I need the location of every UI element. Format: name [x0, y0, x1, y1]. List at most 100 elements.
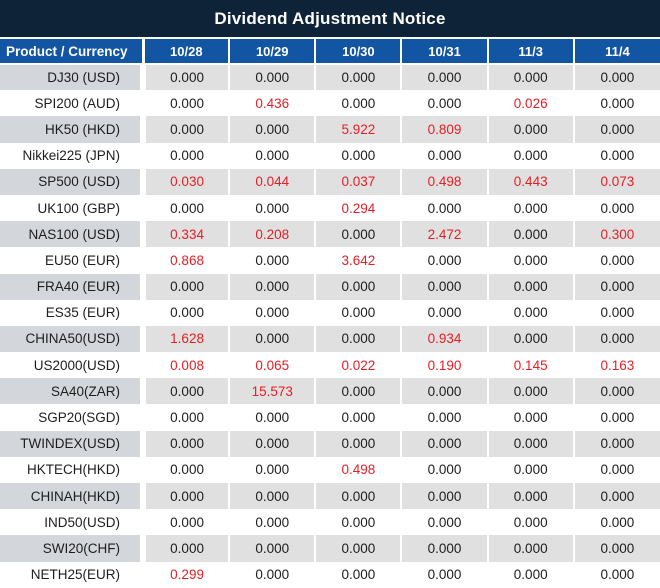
value-cell: 0.000: [573, 64, 660, 91]
value-cell: 0.294: [315, 194, 403, 222]
value-cell: 0.000: [487, 116, 575, 143]
value-cell: 0.000: [229, 247, 317, 274]
value-cell: 0.000: [143, 535, 231, 562]
value-cell: 0.000: [143, 509, 231, 536]
date-header: 10/29: [229, 37, 317, 65]
value-cell: 5.922: [315, 116, 403, 143]
value-cell: 0.000: [143, 378, 231, 405]
value-cell: 0.000: [401, 273, 489, 300]
value-cell: 0.000: [143, 142, 231, 169]
table-row: EU50 (EUR) 0.868 0.000 3.642 0.000 0.000 0.000: [0, 247, 660, 274]
value-cell: 0.000: [573, 325, 660, 353]
table-row: HK50 (HKD) 0.000 0.000 5.922 0.809 0.000 0.000: [0, 116, 660, 143]
value-cell: 0.000: [487, 430, 575, 457]
value-cell: 0.000: [229, 325, 317, 353]
value-cell: 0.000: [315, 325, 403, 353]
value-cell: 0.868: [143, 247, 231, 274]
product-cell: ES35 (EUR): [0, 299, 146, 326]
table-row: SWI20(CHF) 0.000 0.000 0.000 0.000 0.000 0.000: [0, 535, 660, 562]
product-cell: Nikkei225 (JPN): [0, 142, 146, 169]
table-row: CHINAH(HKD) 0.000 0.000 0.000 0.000 0.000 0.00…: [0, 483, 660, 510]
table-row: SP500 (USD) 0.030 0.044 0.037 0.498 0.443 0.07…: [0, 168, 660, 195]
value-cell: 0.000: [315, 64, 403, 91]
value-cell: 0.190: [401, 352, 489, 379]
value-cell: 0.300: [573, 221, 660, 248]
table-row: Nikkei225 (JPN) 0.000 0.000 0.000 0.000 0.000…: [0, 142, 660, 169]
value-cell: 0.000: [573, 273, 660, 300]
product-cell: NETH25(EUR): [0, 561, 146, 588]
value-cell: 0.000: [229, 116, 317, 143]
value-cell: 0.000: [573, 561, 660, 588]
value-cell: 0.000: [401, 247, 489, 274]
value-cell: 0.498: [401, 168, 489, 195]
value-cell: 0.000: [401, 194, 489, 222]
value-cell: 0.000: [315, 404, 403, 431]
product-cell: FRA40 (EUR): [0, 273, 146, 300]
value-cell: 0.000: [573, 378, 660, 405]
page-title: Dividend Adjustment Notice: [0, 0, 660, 37]
value-cell: 0.000: [573, 194, 660, 222]
product-cell: US2000(USD): [0, 352, 146, 379]
value-cell: 2.472: [401, 221, 489, 248]
value-cell: 1.628: [143, 325, 231, 353]
table-row: SPI200 (AUD) 0.000 0.436 0.000 0.000 0.026 0.0…: [0, 90, 660, 117]
table-row: TWINDEX(USD) 0.000 0.000 0.000 0.000 0.000 0.0…: [0, 430, 660, 457]
value-cell: 0.000: [487, 378, 575, 405]
value-cell: 0.000: [315, 430, 403, 457]
value-cell: 0.000: [229, 273, 317, 300]
table-row: SA40(ZAR) 0.000 15.573 0.000 0.000 0.000 0.000: [0, 378, 660, 405]
value-cell: 0.000: [573, 247, 660, 274]
table-row: IND50(USD) 0.000 0.000 0.000 0.000 0.000 0.000: [0, 509, 660, 536]
value-cell: 0.000: [487, 64, 575, 91]
value-cell: 0.000: [315, 299, 403, 326]
value-cell: 0.443: [487, 168, 575, 195]
value-cell: 0.000: [573, 430, 660, 457]
header-row: Product / Currency 10/28 10/29 10/30 10/31 1…: [0, 37, 660, 65]
product-cell: EU50 (EUR): [0, 247, 146, 274]
value-cell: 0.000: [229, 483, 317, 510]
product-cell: HK50 (HKD): [0, 116, 146, 143]
value-cell: 0.000: [401, 299, 489, 326]
value-cell: 0.000: [573, 142, 660, 169]
table-row: SGP20(SGD) 0.000 0.000 0.000 0.000 0.000 0.000: [0, 404, 660, 431]
value-cell: 0.065: [229, 352, 317, 379]
value-cell: 0.000: [315, 90, 403, 117]
value-cell: 0.000: [401, 90, 489, 117]
value-cell: 0.000: [229, 64, 317, 91]
value-cell: 0.000: [143, 116, 231, 143]
value-cell: 0.000: [487, 483, 575, 510]
product-cell: TWINDEX(USD): [0, 430, 146, 457]
value-cell: 0.000: [487, 535, 575, 562]
value-cell: 0.000: [487, 273, 575, 300]
value-cell: 0.000: [143, 299, 231, 326]
product-cell: SP500 (USD): [0, 168, 146, 195]
product-cell: UK100 (GBP): [0, 194, 146, 222]
value-cell: 0.030: [143, 168, 231, 195]
value-cell: 0.000: [487, 221, 575, 248]
value-cell: 0.000: [143, 90, 231, 117]
value-cell: 0.000: [315, 561, 403, 588]
value-cell: 0.000: [573, 90, 660, 117]
table-row: ES35 (EUR) 0.000 0.000 0.000 0.000 0.000 0.000: [0, 299, 660, 326]
value-cell: 0.037: [315, 168, 403, 195]
dividend-table: Product / Currency 10/28 10/29 10/30 10/31 1…: [0, 37, 660, 588]
value-cell: 0.000: [487, 247, 575, 274]
value-cell: 0.000: [401, 535, 489, 562]
value-cell: 0.334: [143, 221, 231, 248]
value-cell: 0.026: [487, 90, 575, 117]
value-cell: 0.000: [573, 116, 660, 143]
value-cell: 3.642: [315, 247, 403, 274]
value-cell: 0.000: [229, 142, 317, 169]
value-cell: 0.000: [487, 561, 575, 588]
table-row: NETH25(EUR) 0.299 0.000 0.000 0.000 0.000 0.00…: [0, 561, 660, 588]
product-cell: CHINA50(USD): [0, 325, 146, 353]
value-cell: 0.498: [315, 456, 403, 483]
value-cell: 0.000: [573, 299, 660, 326]
product-cell: SWI20(CHF): [0, 535, 146, 562]
value-cell: 0.000: [143, 430, 231, 457]
date-header: 10/31: [401, 37, 489, 65]
value-cell: 0.000: [315, 535, 403, 562]
value-cell: 0.000: [315, 273, 403, 300]
value-cell: 0.299: [143, 561, 231, 588]
